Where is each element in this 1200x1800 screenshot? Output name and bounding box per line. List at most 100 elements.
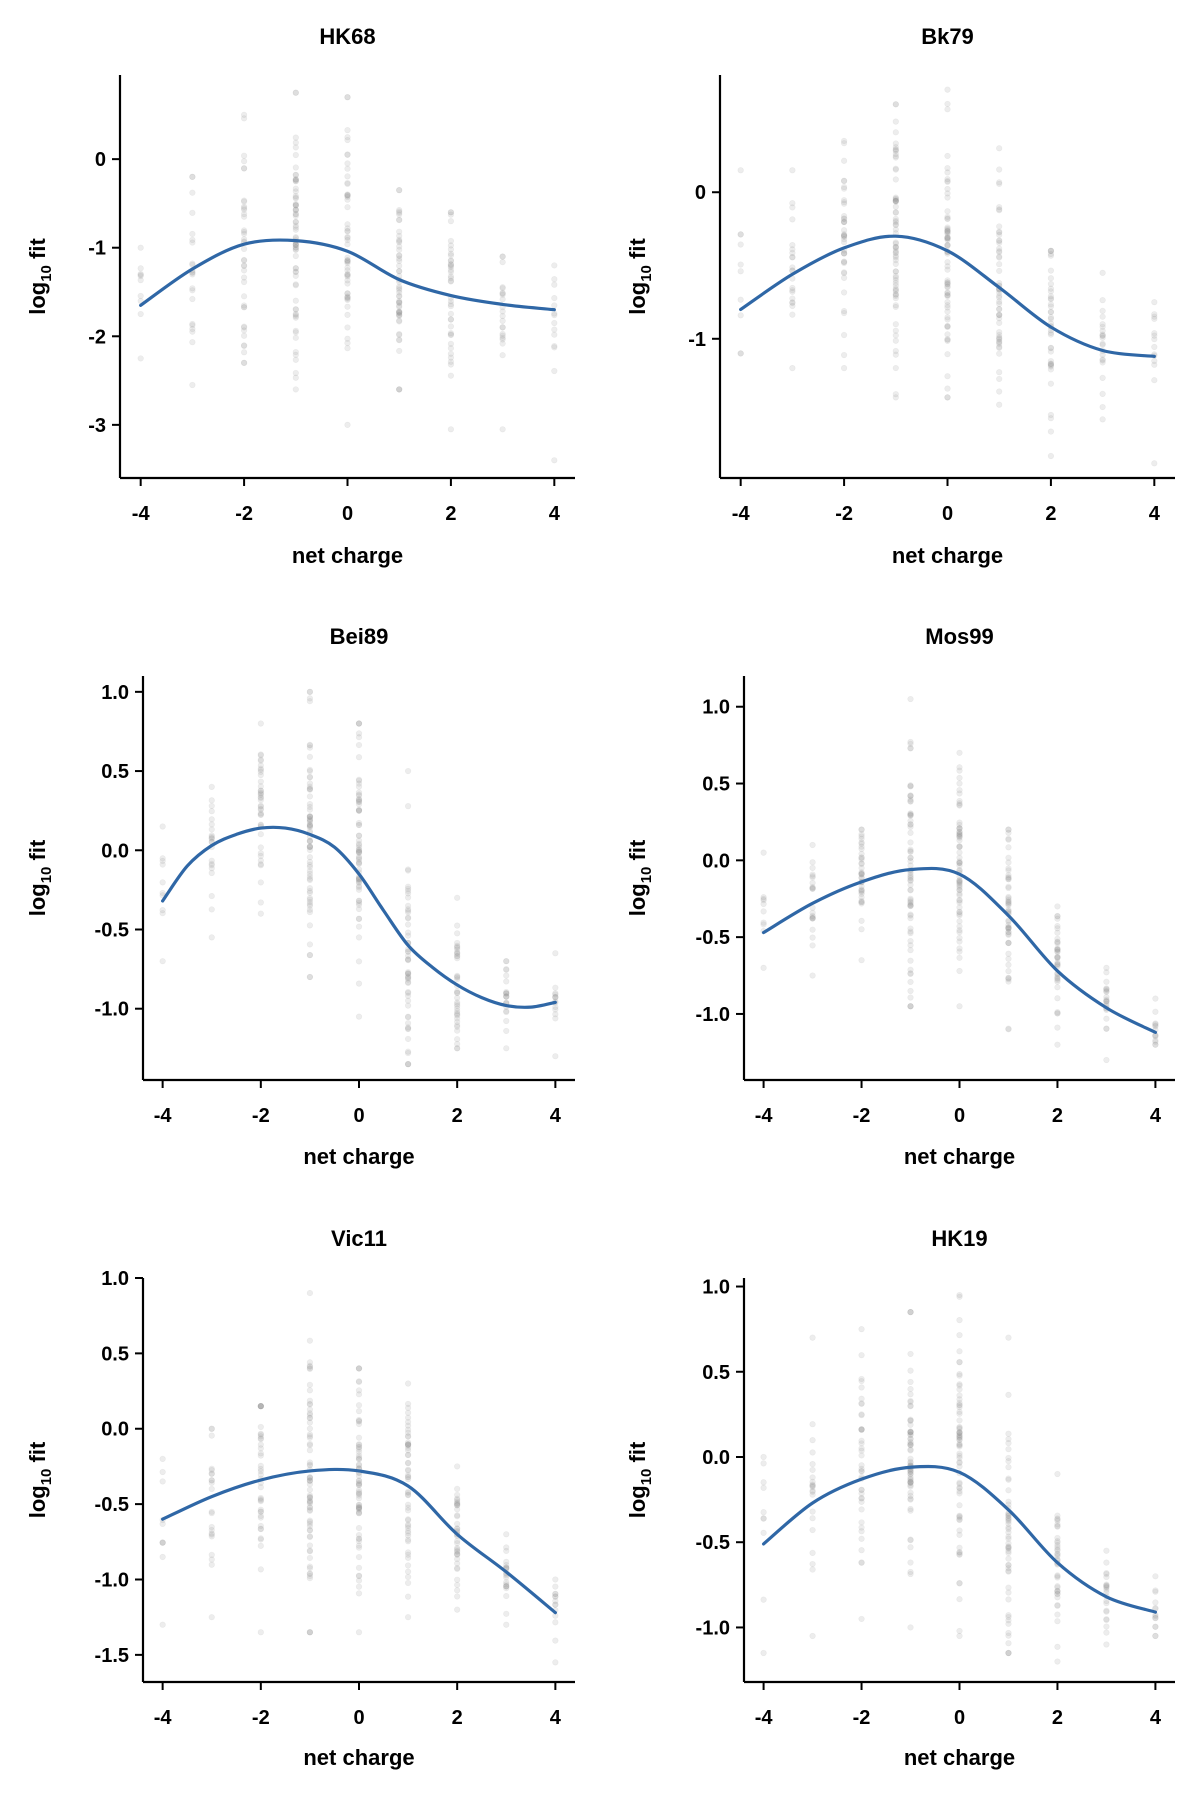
data-point [858, 1400, 865, 1407]
data-point [858, 840, 865, 847]
data-point [1054, 940, 1061, 947]
data-point [892, 285, 899, 292]
data-point [1005, 924, 1012, 931]
data-point [257, 831, 264, 838]
data-point [189, 260, 196, 267]
data-point [944, 337, 951, 344]
data-point [306, 823, 314, 831]
y-tick-label: -1.0 [696, 1004, 730, 1026]
data-point [956, 1490, 963, 1497]
data-point [306, 803, 314, 811]
data-point [858, 957, 865, 964]
data-point [454, 949, 461, 956]
data-point [1099, 323, 1106, 330]
data-point [396, 311, 403, 319]
data-point [996, 329, 1003, 336]
data-point [956, 882, 963, 889]
data-point [944, 227, 951, 235]
data-point [454, 1548, 461, 1555]
data-point [404, 890, 412, 897]
data-point [809, 859, 816, 866]
data-point [907, 1470, 914, 1477]
y-tick-label: -0.5 [95, 1494, 129, 1516]
data-point [892, 364, 899, 372]
data-point [257, 1403, 264, 1410]
data-point [404, 1466, 412, 1473]
data-point [454, 1496, 461, 1503]
data-point [257, 1536, 264, 1543]
data-point [1005, 950, 1012, 957]
data-point [306, 1433, 314, 1440]
data-point [858, 854, 865, 861]
data-point [552, 1637, 559, 1644]
data-point [355, 796, 363, 803]
data-point [355, 859, 363, 866]
data-point [344, 160, 351, 167]
data-point [454, 1008, 461, 1015]
data-point [447, 278, 455, 285]
data-point [404, 1447, 412, 1454]
data-point [404, 894, 412, 901]
data-point [208, 1523, 215, 1531]
data-point [499, 332, 506, 339]
data-point [1047, 285, 1055, 292]
data-point [789, 311, 796, 318]
data-point [447, 242, 455, 249]
data-point [892, 198, 899, 205]
data-point [907, 911, 914, 918]
data-point [137, 277, 144, 284]
data-point [1047, 345, 1055, 352]
data-point [355, 780, 363, 787]
data-point [257, 811, 264, 818]
data-point [454, 1045, 461, 1052]
data-point [355, 807, 363, 814]
data-point [956, 1359, 963, 1366]
data-point [292, 171, 299, 179]
data-point [355, 783, 363, 790]
data-point [454, 1495, 461, 1502]
data-point [907, 901, 914, 908]
data-point [189, 236, 196, 243]
data-point [944, 289, 951, 296]
data-point [355, 1501, 363, 1508]
data-point [404, 1551, 412, 1558]
data-point [1005, 922, 1012, 929]
data-point [1099, 357, 1106, 364]
data-point [404, 974, 412, 981]
data-point [956, 1408, 963, 1415]
data-point [306, 1415, 314, 1422]
data-point [344, 191, 351, 199]
y-tick-label: 1.0 [101, 1268, 129, 1290]
data-point [858, 1326, 865, 1333]
data-point [404, 948, 412, 955]
data-point [892, 194, 899, 201]
data-point [454, 1540, 461, 1547]
data-point [306, 1425, 314, 1432]
data-point [1054, 948, 1061, 955]
y-axis-label-tail: fit [25, 238, 50, 266]
data-point [760, 908, 767, 915]
data-point [907, 994, 914, 1001]
data-point [404, 970, 412, 978]
x-axis-label: net charge [303, 1745, 414, 1770]
data-point [1099, 416, 1106, 423]
data-point [996, 339, 1003, 346]
data-point [306, 1477, 314, 1484]
y-axis-label-main: log [625, 883, 650, 916]
data-point [257, 1403, 264, 1410]
data-point [404, 1554, 412, 1561]
data-point [956, 1485, 963, 1492]
data-point [907, 1442, 914, 1449]
data-point [1047, 329, 1055, 337]
data-point [809, 1474, 816, 1481]
data-point [292, 297, 299, 304]
y-tick-label: 0.0 [101, 840, 129, 862]
data-point [404, 1521, 412, 1528]
data-point [1099, 331, 1106, 338]
data-point [292, 222, 299, 229]
data-point [737, 261, 744, 268]
data-point [344, 94, 351, 101]
data-point [396, 252, 403, 259]
data-point [944, 178, 951, 186]
data-point [907, 928, 914, 935]
